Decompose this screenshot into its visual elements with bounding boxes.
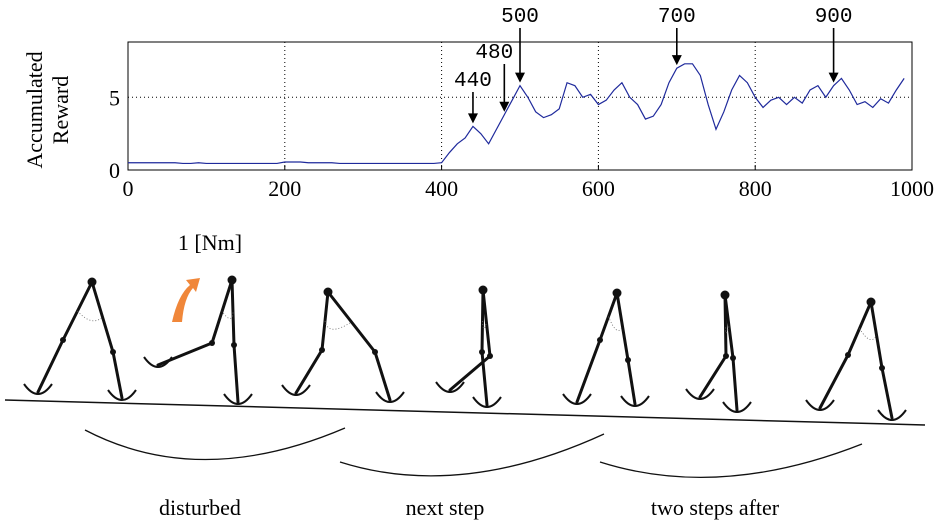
walker-knee: [487, 353, 493, 359]
walker-leg: [156, 278, 234, 367]
walker-knee: [597, 337, 603, 343]
walker-hip: [612, 288, 622, 298]
walker-foot: [620, 395, 650, 407]
x-tick-label: 800: [739, 176, 772, 201]
y-axis-label: Accumulated: [22, 51, 47, 168]
walker-hip: [866, 297, 876, 307]
walker-angle: [482, 320, 487, 329]
y-axis-label: Reward: [48, 76, 73, 144]
walker-knee: [479, 349, 485, 355]
phase-label: next step: [406, 495, 485, 520]
annotation-arrowhead: [671, 55, 682, 66]
walker-knee: [845, 352, 851, 358]
walker-foot: [107, 389, 137, 401]
annotation-arrowhead: [515, 72, 525, 83]
annotation-label: 700: [658, 6, 696, 29]
annotation-arrowhead: [467, 113, 478, 124]
annotation-arrowhead: [499, 101, 510, 112]
y-tick-label: 5: [109, 85, 120, 110]
torque-label: 1 [Nm]: [178, 230, 242, 255]
walker-angle: [221, 311, 234, 319]
walker-angle: [324, 320, 352, 330]
x-tick-label: 200: [268, 176, 301, 201]
x-tick-label: 400: [425, 176, 458, 201]
walker-knee: [60, 337, 66, 343]
walker-foot: [722, 401, 752, 413]
walker-foot: [805, 399, 835, 411]
walker-foot: [435, 381, 465, 393]
x-tick-label: 600: [582, 176, 615, 201]
walker-knee: [209, 340, 215, 346]
phase-label: two steps after: [651, 495, 780, 520]
y-tick-label: 0: [109, 158, 120, 183]
walker-angle: [859, 328, 877, 341]
walker-knee: [372, 349, 378, 355]
walker-knee: [110, 349, 116, 355]
walker-leg: [90, 280, 124, 400]
x-tick-label: 1000: [890, 176, 934, 201]
walker-knee: [723, 353, 729, 359]
walker-foot: [223, 393, 253, 405]
walker-knee: [730, 355, 736, 361]
walker-leg: [698, 293, 728, 399]
walker-angle: [608, 316, 623, 331]
walker-foot: [375, 391, 405, 403]
annotation-label: 900: [815, 6, 853, 29]
walker-knee: [879, 365, 885, 371]
walker-knee: [231, 342, 237, 348]
walker-foot: [23, 383, 53, 395]
walker-diagram: 1 [Nm] disturbed next step two steps aft…: [4, 230, 926, 520]
walker-hip: [87, 277, 97, 287]
walker-leg: [36, 280, 94, 394]
walker-hip: [323, 287, 333, 297]
walker-foot: [685, 388, 715, 400]
walker-leg: [326, 290, 392, 402]
walker-foot: [877, 409, 907, 421]
annotation-label: 440: [454, 70, 492, 93]
slope: [4, 399, 926, 426]
walker-leg: [230, 278, 240, 404]
annotation-label: 500: [501, 6, 539, 29]
walker-leg: [869, 300, 894, 420]
walker-foot: [281, 384, 311, 396]
walker-leg: [294, 290, 330, 395]
walker-angle: [77, 310, 103, 322]
annotation-arrowhead: [828, 72, 839, 83]
walker-leg: [615, 291, 637, 406]
x-tick-label: 0: [123, 176, 134, 201]
walker-knee: [319, 347, 325, 353]
annotation-label: 480: [475, 42, 513, 65]
walker-foot: [472, 396, 502, 408]
phase-label: disturbed: [159, 495, 241, 520]
walker-hip: [720, 290, 730, 300]
walker-foot: [143, 356, 173, 368]
walker-hip: [227, 275, 237, 285]
step-arrow: [599, 443, 863, 479]
torque-arrow: [172, 278, 200, 322]
step-arrow: [84, 427, 346, 461]
data-line: [128, 63, 905, 165]
walker-foot: [562, 393, 592, 405]
walker-knee: [625, 357, 631, 363]
walker-hip: [478, 285, 488, 295]
walker-leg: [575, 291, 619, 404]
step-arrow: [339, 433, 605, 477]
